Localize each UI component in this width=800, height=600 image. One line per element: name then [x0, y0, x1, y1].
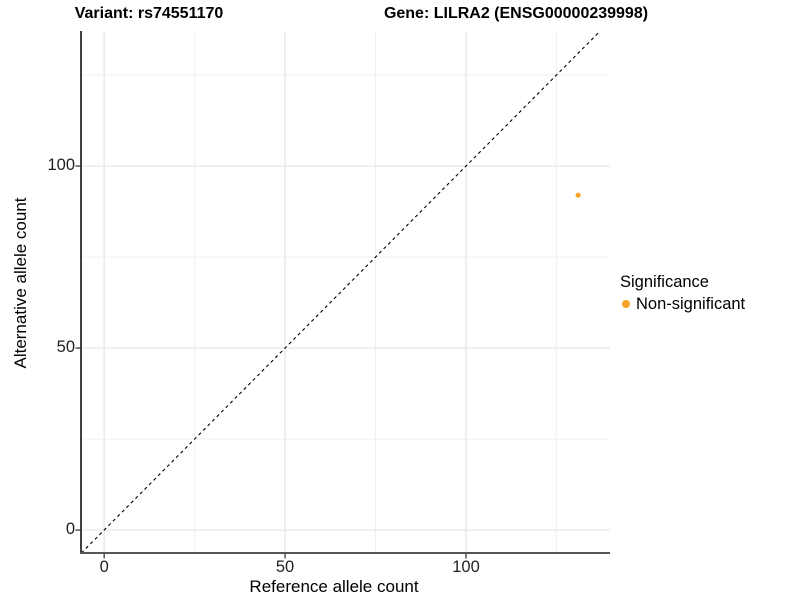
y-tick-label: 0: [65, 520, 75, 539]
y-tick-label: 50: [56, 338, 75, 357]
legend-title: Significance: [620, 273, 709, 291]
legend: Significance Non-significant: [620, 272, 745, 314]
legend-point-icon: [622, 300, 630, 308]
plot-title-variant: Variant: rs74551170: [74, 5, 224, 22]
plot-title-gene: Gene: LILRA2 (ENSG00000239998): [383, 5, 649, 22]
x-tick-label: 100: [452, 558, 480, 576]
x-axis-title: Reference allele count: [249, 577, 419, 596]
legend-entry-label: Non-significant: [636, 295, 746, 313]
identity-line: [80, 30, 601, 554]
y-tick-label: 100: [47, 156, 75, 175]
x-tick-label: 0: [99, 558, 109, 576]
legend-entry-non-significant: Non-significant: [620, 294, 745, 314]
data-point: [575, 192, 581, 198]
x-tick-label: 50: [275, 558, 295, 576]
y-axis-title: Alternative allele count: [11, 197, 30, 369]
